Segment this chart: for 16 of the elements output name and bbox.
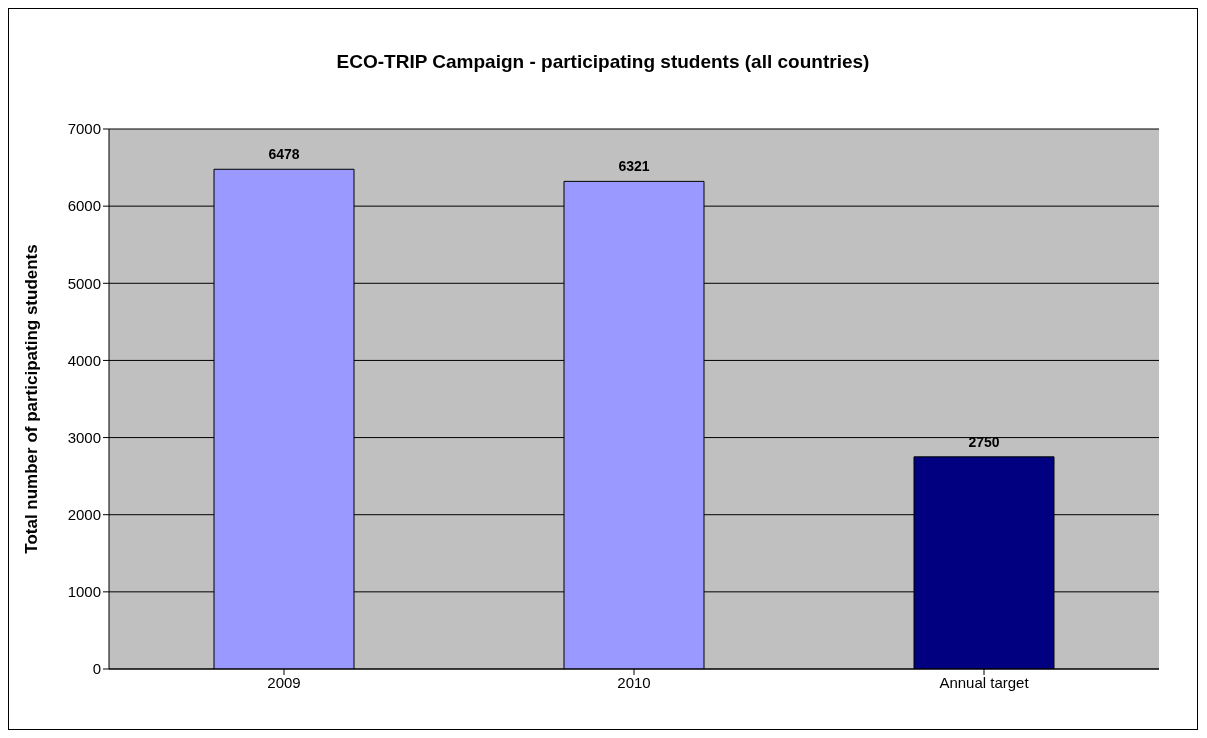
y-axis-title: Total number of participating students [22, 244, 42, 554]
y-tick-label: 6000 [67, 197, 101, 215]
data-label: 6321 [618, 158, 650, 175]
y-tick-label: 1000 [67, 583, 101, 601]
x-tick-label: 2009 [267, 673, 301, 691]
y-tick-label: 5000 [67, 274, 101, 292]
chart-title: ECO-TRIP Campaign - participating students (all countries) [335, 51, 871, 73]
y-tick-label: 3000 [67, 428, 101, 446]
y-tick-label: 7000 [67, 120, 101, 138]
x-tick-label: Annual target [939, 673, 1030, 691]
x-tick-label: 2010 [617, 673, 651, 691]
data-label: 6478 [268, 146, 300, 163]
y-tick-label: 0 [92, 660, 101, 678]
y-tick-label: 4000 [67, 351, 101, 369]
y-tick-label: 2000 [67, 506, 101, 524]
data-label: 2750 [968, 433, 1000, 450]
